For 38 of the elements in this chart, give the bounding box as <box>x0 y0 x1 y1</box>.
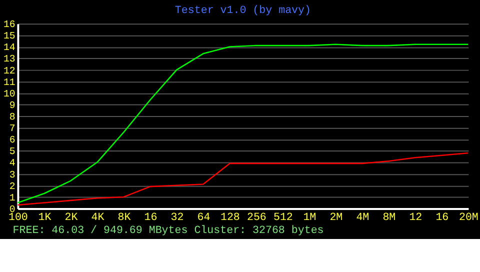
x-tick-label: 100 <box>8 212 28 224</box>
y-tick-label: 2 <box>9 180 16 192</box>
y-tick-label: 13 <box>3 54 16 65</box>
x-tick-label: 12 <box>409 212 422 224</box>
x-tick-label: 1K <box>38 212 52 224</box>
y-tick-label: 5 <box>9 146 16 158</box>
y-tick-label: 3 <box>9 169 16 180</box>
y-tick-label: 9 <box>9 100 16 111</box>
x-tick-label: 20M <box>458 212 478 224</box>
x-tick-label: 256 <box>246 212 266 224</box>
x-tick-label: 4M <box>356 212 370 224</box>
x-tick-label: 64 <box>197 212 210 224</box>
x-tick-label: 1M <box>303 212 316 224</box>
x-tick-label: 4K <box>91 212 105 224</box>
x-tick-label: 8K <box>118 212 132 224</box>
chart-title: Tester v1.0 (by mavy) <box>174 4 311 17</box>
y-tick-label: 12 <box>3 65 16 76</box>
text: FREE: 46.03 / 949.69 MBytes Cluster: 32768 bytes <box>12 225 324 238</box>
line-series <box>17 44 469 204</box>
x-tick-label: 2M <box>330 212 343 224</box>
y-tick-label: 1 <box>9 192 16 204</box>
x-tick-label: 16 <box>144 212 158 224</box>
x-tick-label: 512 <box>273 212 293 224</box>
y-tick-label: 16 <box>3 19 16 30</box>
y-tick-label: 4 <box>9 158 16 169</box>
y-tick-label: 10 <box>3 88 16 100</box>
y-tick-label: 7 <box>9 123 16 134</box>
y-tick-label: 8 <box>9 112 16 122</box>
x-tick-label: 8M <box>382 212 396 224</box>
y-tick-label: 6 <box>9 134 16 146</box>
x-tick-label: 16 <box>436 212 449 224</box>
y-tick-label: 15 <box>3 30 16 42</box>
y-tick-label: 14 <box>3 42 16 54</box>
y-tick-label: 11 <box>3 76 16 88</box>
x-tick-label: 32 <box>170 212 184 224</box>
x-tick-label: 128 <box>220 212 240 224</box>
line-series <box>17 152 469 206</box>
x-tick-label: 2K <box>64 212 78 224</box>
